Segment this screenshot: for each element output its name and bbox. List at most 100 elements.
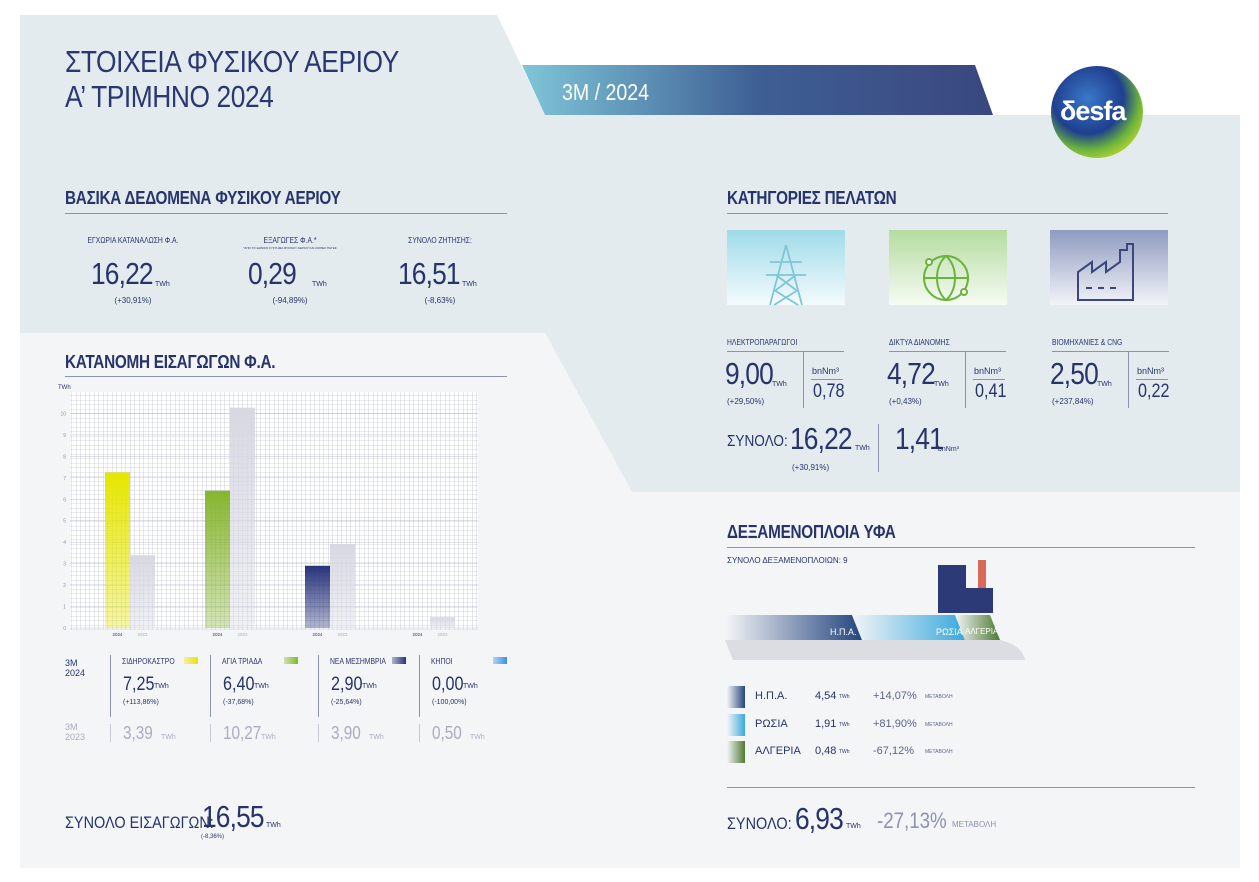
x-tick-label: 2023	[137, 632, 148, 637]
unit: TWh	[463, 683, 478, 690]
change: (-37,68%)	[223, 699, 254, 706]
rule	[727, 787, 1195, 788]
row-label: 2023	[65, 732, 86, 742]
value: 9,00	[725, 356, 774, 391]
unit: TWh	[855, 445, 870, 452]
note: *ΑΠΟ ΤΟ ΕΘΝΙΚΟ ΣΥΣΤΗΜΑ ΦΥΣΙΚΟΥ ΑΕΡΙΟΥ ΚΑ…	[243, 246, 337, 250]
total-label: ΣΥΝΟΛΟ:	[727, 814, 792, 833]
unit: TWh	[839, 721, 850, 728]
origin-value: 4,54	[815, 690, 837, 702]
value: 0,29	[248, 256, 297, 291]
separator	[318, 655, 319, 717]
count: ΣΥΝΟΛΟ ΔΕΞΑΜΕΝΟΠΛΟΙΩΝ: 9	[727, 556, 848, 565]
y-tick-label: 9	[63, 433, 66, 439]
origin-change: +14,07%	[873, 690, 917, 702]
origin-change: +81,90%	[873, 717, 917, 730]
label: ΔΙΚΤΥΑ ΔΙΑΝΟΜΗΣ	[889, 338, 950, 347]
value-2023: 0,50	[432, 723, 462, 743]
unit: TWh	[254, 683, 269, 690]
value: 6,40	[223, 674, 255, 695]
rule	[65, 213, 507, 214]
x-tick-label: 2023	[337, 632, 348, 637]
unit: TWh	[312, 281, 327, 288]
value-2023: 3,90	[331, 723, 361, 743]
value: 2,90	[331, 674, 363, 695]
separator	[419, 724, 420, 742]
total-volume: 1,41	[895, 421, 944, 456]
y-tick-label: 1	[63, 605, 66, 611]
total-label: ΣΥΝΟΛΟ:	[727, 433, 788, 450]
unit: TWh	[934, 381, 949, 388]
section-title: ΚΑΤΗΓΟΡΙΕΣ ΠΕΛΑΤΩΝ	[727, 188, 897, 208]
volume: 0,22	[1138, 381, 1170, 402]
rule	[1136, 379, 1168, 380]
category: ΝΕΑ ΜΕΣΗΜΒΡΙΑ	[330, 657, 386, 666]
unit: TWh	[154, 683, 169, 690]
rule	[811, 379, 843, 380]
total-change: (+30,91%)	[792, 463, 830, 472]
unit: TWh	[462, 281, 477, 288]
row-label: 2024	[65, 668, 86, 678]
bar	[305, 565, 330, 628]
y-axis-label: TWh	[58, 385, 71, 391]
change: (+30,91%)	[114, 296, 152, 305]
rule	[65, 376, 507, 377]
rule	[889, 351, 1006, 352]
change: (-8,63%)	[424, 296, 456, 305]
total-change: (-8,36%)	[201, 834, 225, 840]
origin-value: 1,91	[815, 717, 837, 730]
x-tick-label: 2024	[312, 632, 323, 637]
separator	[318, 724, 319, 742]
category: ΑΓΙΑ ΤΡΙΑΔΑ	[222, 657, 263, 666]
x-tick-label: 2024	[212, 632, 223, 637]
ship-label: Η.Π.Α.	[830, 627, 857, 637]
change-label: ΜΕΤΑΒΟΛΗ	[925, 721, 953, 728]
unit: TWh	[772, 381, 787, 388]
volume-unit: bnNm³	[974, 366, 1002, 376]
unit: TWh	[261, 734, 276, 741]
total-value: 6,93	[795, 801, 844, 836]
legend-swatch	[392, 657, 406, 664]
volume-unit: bnNm³	[812, 366, 840, 376]
unit: TWh	[362, 683, 377, 690]
bar	[230, 407, 255, 628]
separator	[110, 724, 111, 742]
change-label: ΜΕΤΑΒΟΛΗ	[925, 749, 953, 755]
y-tick-label: 8	[63, 454, 66, 460]
value: 4,72	[887, 356, 936, 391]
rule	[973, 379, 1005, 380]
change: (+113,86%)	[123, 699, 159, 706]
value-2023: 10,27	[223, 723, 262, 743]
value: 0,00	[432, 674, 464, 695]
unit: TWh	[470, 734, 485, 741]
count-label: ΣΥΝΟΛΟ ΔΕΞΑΜΕΝΟΠΛΟΙΩΝ:	[727, 556, 841, 565]
change-label: ΜΕΤΑΒΟΛΗ	[925, 694, 953, 700]
total-value: 16,22	[790, 421, 853, 456]
volume-unit: bnNm³	[1137, 366, 1165, 376]
import-chart: TWh 0 1 2 3 4 5 6 7 8 9 10 2024 2023 2024 2023 2024 2023 2…	[58, 385, 478, 637]
rule	[727, 547, 1195, 548]
label: ΣΥΝΟΛΟ ΖΗΤΗΣΗΣ:	[408, 236, 472, 245]
bar	[105, 472, 130, 628]
unit: TWh	[839, 749, 850, 755]
y-tick-label: 0	[63, 626, 66, 632]
unit: bnNm³	[938, 446, 960, 453]
value: 16,51	[398, 256, 461, 291]
x-tick-label: 2023	[437, 632, 448, 637]
bar	[130, 555, 155, 628]
value-2023: 3,39	[123, 723, 153, 743]
label: ΕΓΧΩΡΙΑ ΚΑΤΑΝΑΛΩΣΗ Φ.Α.	[87, 236, 179, 245]
unit: TWh	[161, 734, 176, 741]
origin-name: ΡΩΣΙΑ	[755, 717, 788, 730]
origin-name: Η.Π.Α.	[755, 690, 788, 702]
value: 7,25	[123, 674, 155, 695]
bar	[205, 490, 230, 628]
legend-swatch	[493, 657, 507, 664]
y-tick-label: 7	[63, 476, 66, 482]
unit: TWh	[839, 694, 850, 700]
change: (-100,00%)	[432, 699, 467, 706]
rule	[1052, 351, 1169, 352]
ship-label: ΡΩΣΙΑ	[936, 627, 963, 637]
change: (-25,64%)	[331, 699, 362, 706]
